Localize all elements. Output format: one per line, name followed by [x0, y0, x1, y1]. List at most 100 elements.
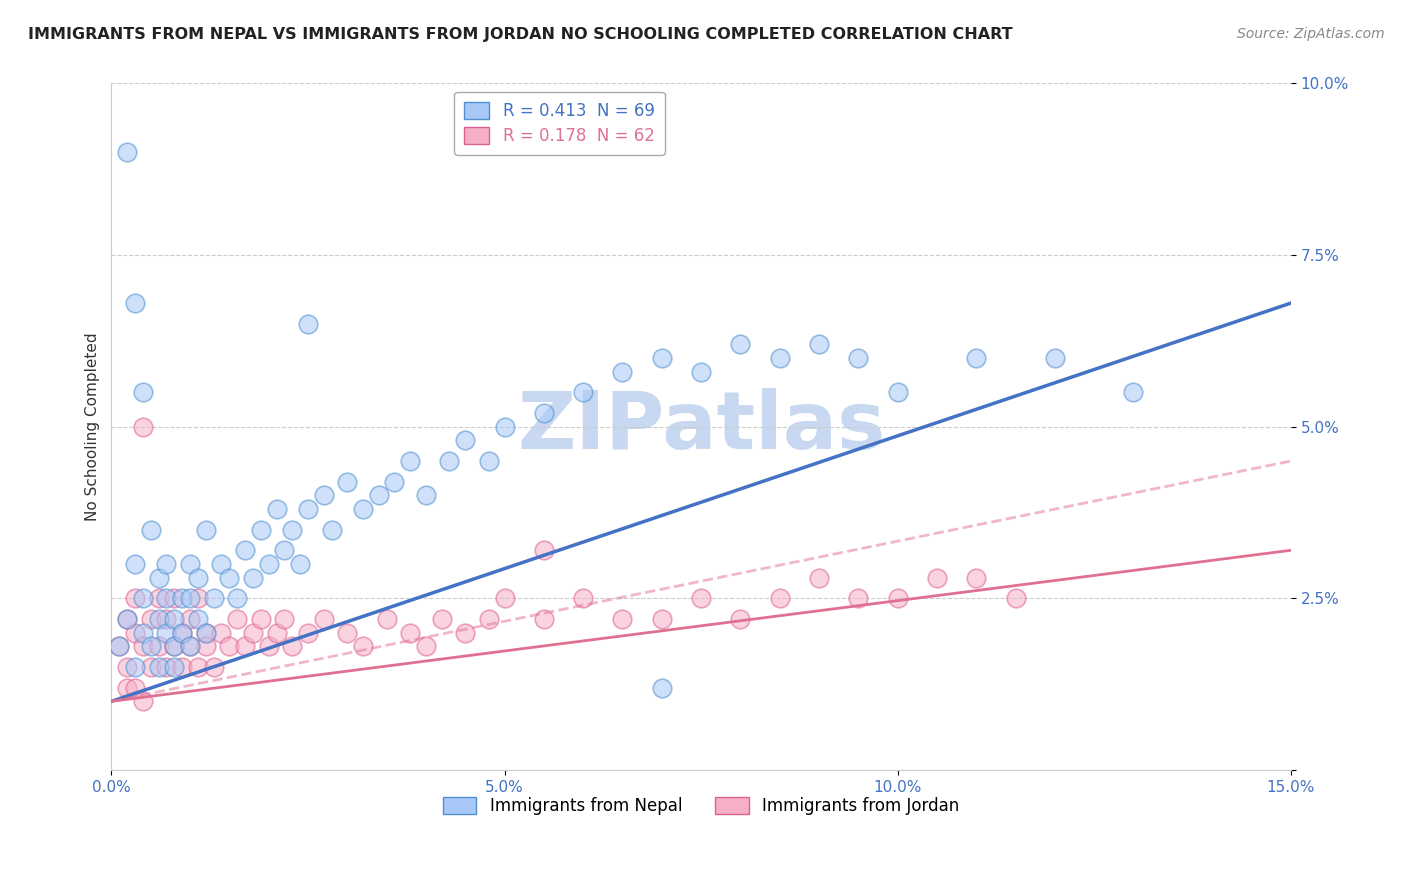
Point: [172, 625, 194, 640]
Point: [233, 543, 256, 558]
Point: [384, 475, 406, 489]
Point: [242, 571, 264, 585]
Point: [352, 502, 374, 516]
Point: [965, 571, 987, 585]
Point: [430, 612, 453, 626]
Point: [218, 640, 240, 654]
Point: [194, 523, 217, 537]
Point: [163, 640, 186, 654]
Point: [155, 660, 177, 674]
Point: [194, 625, 217, 640]
Point: [172, 591, 194, 606]
Point: [257, 640, 280, 654]
Point: [226, 591, 249, 606]
Point: [352, 640, 374, 654]
Point: [454, 434, 477, 448]
Point: [211, 557, 233, 571]
Point: [194, 640, 217, 654]
Point: [108, 640, 131, 654]
Point: [249, 523, 271, 537]
Point: [886, 591, 908, 606]
Point: [194, 625, 217, 640]
Text: IMMIGRANTS FROM NEPAL VS IMMIGRANTS FROM JORDAN NO SCHOOLING COMPLETED CORRELATI: IMMIGRANTS FROM NEPAL VS IMMIGRANTS FROM…: [28, 27, 1012, 42]
Point: [297, 625, 319, 640]
Point: [651, 612, 673, 626]
Point: [115, 681, 138, 695]
Point: [179, 612, 201, 626]
Point: [572, 385, 595, 400]
Point: [115, 612, 138, 626]
Point: [163, 591, 186, 606]
Point: [202, 591, 225, 606]
Point: [155, 591, 177, 606]
Text: ZIPatlas: ZIPatlas: [517, 388, 886, 466]
Legend: Immigrants from Nepal, Immigrants from Jordan: Immigrants from Nepal, Immigrants from J…: [434, 789, 967, 823]
Point: [399, 454, 422, 468]
Point: [132, 591, 155, 606]
Point: [139, 660, 162, 674]
Point: [163, 660, 186, 674]
Point: [124, 557, 146, 571]
Point: [124, 625, 146, 640]
Point: [886, 385, 908, 400]
Point: [132, 385, 155, 400]
Point: [533, 543, 555, 558]
Point: [846, 351, 869, 365]
Point: [132, 419, 155, 434]
Point: [266, 625, 288, 640]
Point: [132, 694, 155, 708]
Point: [172, 660, 194, 674]
Point: [651, 351, 673, 365]
Point: [1122, 385, 1144, 400]
Point: [494, 419, 516, 434]
Point: [187, 660, 209, 674]
Point: [218, 571, 240, 585]
Point: [202, 660, 225, 674]
Point: [155, 625, 177, 640]
Point: [211, 625, 233, 640]
Point: [1043, 351, 1066, 365]
Point: [375, 612, 398, 626]
Point: [132, 640, 155, 654]
Point: [533, 612, 555, 626]
Point: [148, 571, 170, 585]
Point: [297, 317, 319, 331]
Point: [454, 625, 477, 640]
Point: [273, 612, 295, 626]
Point: [179, 591, 201, 606]
Point: [925, 571, 948, 585]
Point: [730, 337, 752, 351]
Point: [808, 571, 831, 585]
Point: [266, 502, 288, 516]
Point: [690, 365, 713, 379]
Point: [846, 591, 869, 606]
Point: [965, 351, 987, 365]
Point: [226, 612, 249, 626]
Y-axis label: No Schooling Completed: No Schooling Completed: [86, 333, 100, 521]
Point: [155, 612, 177, 626]
Point: [124, 681, 146, 695]
Point: [187, 612, 209, 626]
Point: [139, 612, 162, 626]
Point: [179, 557, 201, 571]
Point: [651, 681, 673, 695]
Point: [148, 640, 170, 654]
Point: [148, 612, 170, 626]
Point: [533, 406, 555, 420]
Point: [367, 488, 389, 502]
Point: [730, 612, 752, 626]
Point: [249, 612, 271, 626]
Point: [124, 296, 146, 310]
Point: [124, 591, 146, 606]
Point: [155, 557, 177, 571]
Point: [769, 351, 792, 365]
Point: [115, 660, 138, 674]
Point: [187, 591, 209, 606]
Point: [808, 337, 831, 351]
Text: Source: ZipAtlas.com: Source: ZipAtlas.com: [1237, 27, 1385, 41]
Point: [187, 571, 209, 585]
Point: [572, 591, 595, 606]
Point: [124, 660, 146, 674]
Point: [139, 523, 162, 537]
Point: [273, 543, 295, 558]
